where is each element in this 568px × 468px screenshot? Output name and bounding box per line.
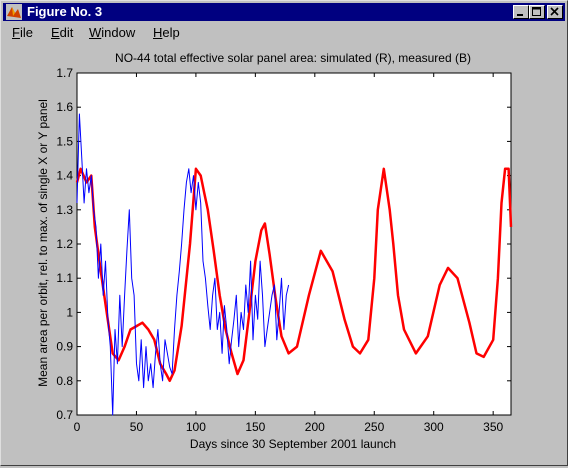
menu-help[interactable]: Help <box>153 25 180 40</box>
x-tick-label: 200 <box>305 420 325 434</box>
menu-window[interactable]: Window <box>89 25 136 40</box>
x-axis-label: Days since 30 September 2001 launch <box>190 437 396 451</box>
axis-ticks: 0 50 100 150 200 250 300 350 0.7 0.8 0.9 1 1.1 1.2 1.3… <box>56 66 511 434</box>
y-tick-label: 1.2 <box>56 237 73 251</box>
x-tick-label: 150 <box>245 420 265 434</box>
series-line-measured <box>76 113 290 416</box>
y-tick-label: 1.3 <box>56 203 73 217</box>
x-tick-label: 50 <box>130 420 144 434</box>
chart: NO-44 total effective solar panel area: … <box>36 51 513 451</box>
matlab-logo-icon <box>6 4 22 20</box>
y-tick-label: 1.7 <box>56 66 73 80</box>
x-tick-label: 100 <box>186 420 206 434</box>
x-tick-label: 300 <box>424 420 444 434</box>
close-icon <box>550 7 559 16</box>
y-tick-label: 1.5 <box>56 134 73 148</box>
maximize-button[interactable] <box>529 5 545 19</box>
close-button[interactable] <box>547 5 563 19</box>
y-tick-label: 1.6 <box>56 100 73 114</box>
minimize-button[interactable] <box>513 5 529 19</box>
y-tick-label: 1.4 <box>56 169 73 183</box>
window-title: Figure No. 3 <box>27 4 103 19</box>
title-bar[interactable]: Figure No. 3 <box>3 3 565 21</box>
y-tick-label: 1 <box>66 305 73 319</box>
x-tick-label: 250 <box>364 420 384 434</box>
y-axis-label: Mean area per orbit, rel. to max. of sin… <box>36 99 50 387</box>
chart-title: NO-44 total effective solar panel area: … <box>115 51 471 65</box>
series-line-simulated <box>75 167 513 383</box>
series-group <box>75 113 513 416</box>
y-tick-label: 1.1 <box>56 271 73 285</box>
figure-canvas: NO-44 total effective solar panel area: … <box>3 43 565 463</box>
minimize-icon <box>517 14 523 16</box>
menu-bar: File Edit Window Help <box>3 22 565 42</box>
y-tick-label: 0.8 <box>56 374 73 388</box>
maximize-icon <box>532 7 541 16</box>
menu-edit[interactable]: Edit <box>51 25 74 40</box>
x-tick-label: 350 <box>483 420 503 434</box>
axes-box <box>76 72 512 416</box>
y-tick-label: 0.7 <box>56 408 73 422</box>
menu-file[interactable]: File <box>12 25 33 40</box>
y-tick-label: 0.9 <box>56 340 73 354</box>
x-tick-label: 0 <box>74 420 81 434</box>
